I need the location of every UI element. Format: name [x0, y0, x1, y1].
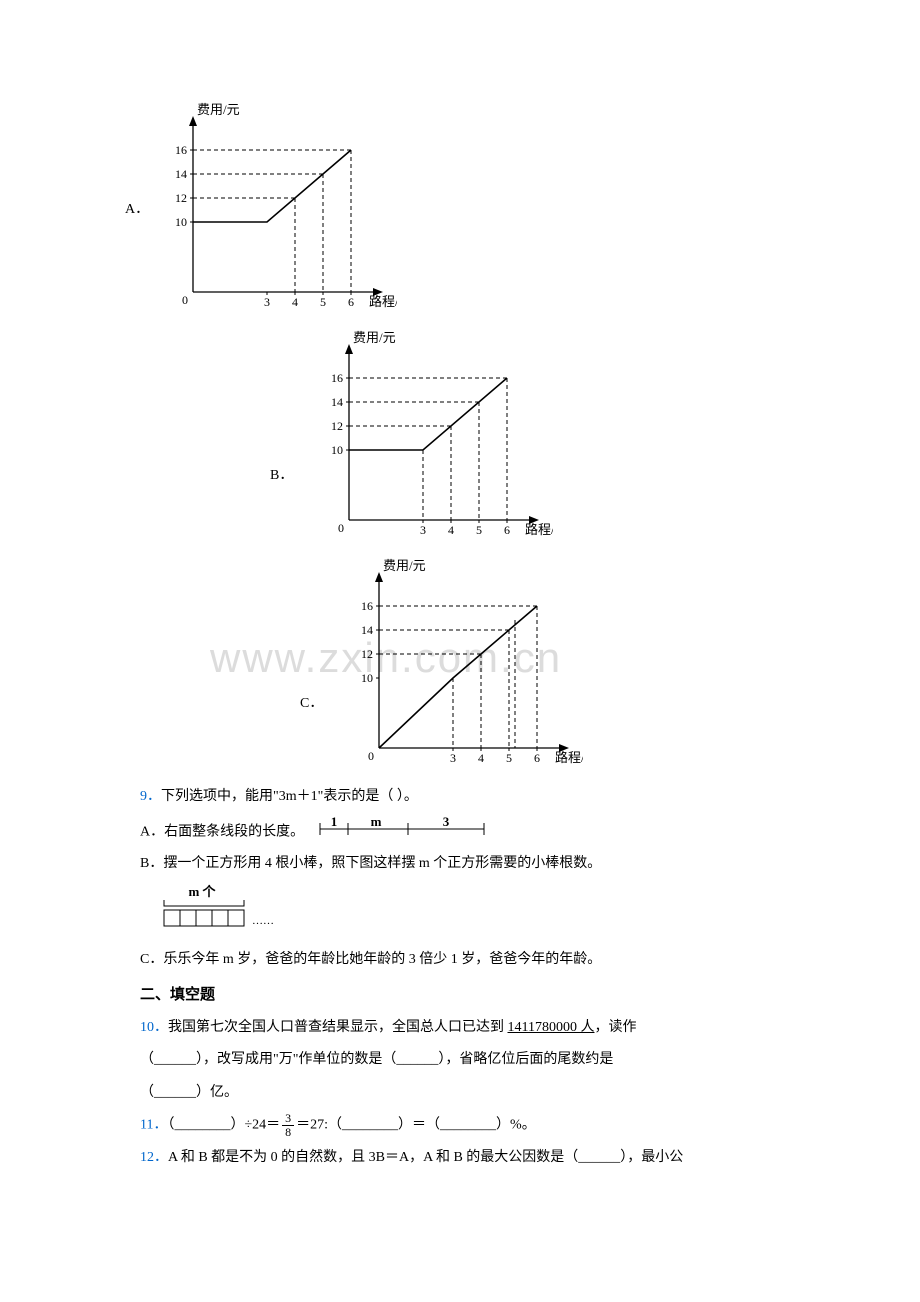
svg-text:16: 16: [361, 599, 373, 613]
q10-text-a: 我国第七次全国人口普查结果显示，全国总人口已达到: [168, 1020, 508, 1035]
svg-text:费用/元: 费用/元: [353, 330, 396, 345]
q9-optC-text: 乐乐今年 m 岁，爸爸的年龄比她年龄的 3 倍少 1 岁，爸爸今年的年龄。: [163, 952, 601, 967]
q9-option-c: C．乐乐今年 m 岁，爸爸的年龄比她年龄的 3 倍少 1 岁，爸爸今年的年龄。: [140, 947, 780, 974]
q12-number: 12．: [140, 1150, 168, 1165]
q9-stem: 9．下列选项中，能用"3m＋1"表示的是（ ）。: [140, 784, 780, 811]
chart-b: 费用/元 0 10 12 14 16 3 4 5 6 路程/千米: [313, 328, 553, 548]
page-content: A． 费用/元 0 10 12 14 16 3 4 5 6 路程/千米: [140, 100, 780, 1172]
svg-text:3: 3: [450, 751, 456, 765]
svg-text:……: ……: [252, 915, 274, 927]
svg-text:费用/元: 费用/元: [383, 558, 426, 573]
q9-optC-label: C．: [140, 952, 163, 967]
svg-text:16: 16: [175, 143, 187, 157]
squares-figure: m 个 ……: [160, 884, 780, 941]
svg-text:6: 6: [534, 751, 540, 765]
svg-text:路程/千米: 路程/千米: [555, 750, 583, 765]
chart-option-b-row: B． 费用/元 0 10 12 14 16 3 4 5 6 路程/千米: [270, 328, 780, 548]
svg-text:5: 5: [476, 523, 482, 537]
svg-text:0: 0: [338, 521, 344, 535]
option-b-label: B．: [270, 463, 293, 488]
svg-text:4: 4: [448, 523, 454, 537]
svg-text:12: 12: [361, 647, 373, 661]
svg-text:1: 1: [330, 817, 337, 829]
chart-option-a-row: A． 费用/元 0 10 12 14 16 3 4 5 6 路程/千米: [140, 100, 780, 320]
svg-text:5: 5: [506, 751, 512, 765]
chart-a-ylabel: 费用/元: [197, 102, 240, 117]
svg-text:14: 14: [175, 167, 187, 181]
q10-line2: （______），改写成用"万"作单位的数是（______），省略亿位后面的尾数…: [140, 1047, 780, 1074]
q10-line1: 10．我国第七次全国人口普查结果显示，全国总人口已达到 1411780000 人…: [140, 1015, 780, 1042]
q10-text-b: ，读作: [594, 1020, 636, 1035]
chart-option-c-row: C． 费用/元 0 10 12 14 16 3 4 5 6 路程/千米: [300, 556, 780, 776]
q9-optA-text: 右面整条线段的长度。: [164, 824, 304, 839]
svg-text:6: 6: [348, 295, 354, 309]
q11-line: 11．（________）÷24＝38＝27:（________）＝（_____…: [140, 1112, 780, 1139]
q9-optB-label: B．: [140, 856, 163, 871]
q12-text: A 和 B 都是不为 0 的自然数，且 3B＝A，A 和 B 的最大公因数是（_…: [168, 1150, 683, 1165]
svg-text:10: 10: [361, 671, 373, 685]
q9-optA-label: A．: [140, 824, 164, 839]
q10-line3: （______）亿。: [140, 1080, 780, 1107]
svg-text:10: 10: [175, 215, 187, 229]
section-2-heading: 二、填空题: [140, 982, 780, 1009]
q9-number: 9．: [140, 789, 161, 804]
svg-text:m: m: [370, 817, 381, 829]
q10-number: 10．: [140, 1020, 168, 1035]
svg-text:路程/千米: 路程/千米: [525, 522, 553, 537]
q9-optB-text: 摆一个正方形用 4 根小棒，照下图这样摆 m 个正方形需要的小棒根数。: [163, 856, 601, 871]
chart-c: 费用/元 0 10 12 14 16 3 4 5 6 路程/千米: [343, 556, 583, 776]
option-a-label: A．: [125, 197, 149, 222]
svg-text:0: 0: [182, 293, 188, 307]
chart-a: 费用/元 0 10 12 14 16 3 4 5 6 路程/千米: [157, 100, 397, 320]
q12-line: 12．A 和 B 都是不为 0 的自然数，且 3B＝A，A 和 B 的最大公因数…: [140, 1145, 780, 1172]
q9-stem-text: 下列选项中，能用"3m＋1"表示的是（ ）。: [161, 789, 418, 804]
q10-underlined: 1411780000 人: [508, 1020, 595, 1035]
svg-text:12: 12: [175, 191, 187, 205]
q11-part2: ＝27:（________）＝（________）%。: [296, 1118, 536, 1133]
svg-text:m 个: m 个: [188, 884, 216, 899]
svg-text:4: 4: [478, 751, 484, 765]
svg-text:5: 5: [320, 295, 326, 309]
svg-text:14: 14: [361, 623, 373, 637]
svg-text:3: 3: [442, 817, 449, 829]
svg-text:4: 4: [292, 295, 298, 309]
svg-text:12: 12: [331, 419, 343, 433]
svg-text:3: 3: [264, 295, 270, 309]
q11-part1: （________）÷24＝: [167, 1118, 280, 1133]
svg-text:6: 6: [504, 523, 510, 537]
chart-a-xlabel: 路程/千米: [369, 294, 397, 309]
option-c-label: C．: [300, 691, 323, 716]
q9-option-b: B．摆一个正方形用 4 根小棒，照下图这样摆 m 个正方形需要的小棒根数。: [140, 851, 780, 878]
svg-text:10: 10: [331, 443, 343, 457]
svg-text:0: 0: [368, 749, 374, 763]
q11-number: 11．: [140, 1118, 167, 1133]
svg-text:16: 16: [331, 371, 343, 385]
svg-text:3: 3: [420, 523, 426, 537]
q9-option-a: A．右面整条线段的长度。 1 m 3: [140, 817, 780, 848]
svg-text:14: 14: [331, 395, 343, 409]
segment-diagram: 1 m 3: [314, 817, 490, 848]
q11-fraction: 38: [282, 1112, 294, 1138]
